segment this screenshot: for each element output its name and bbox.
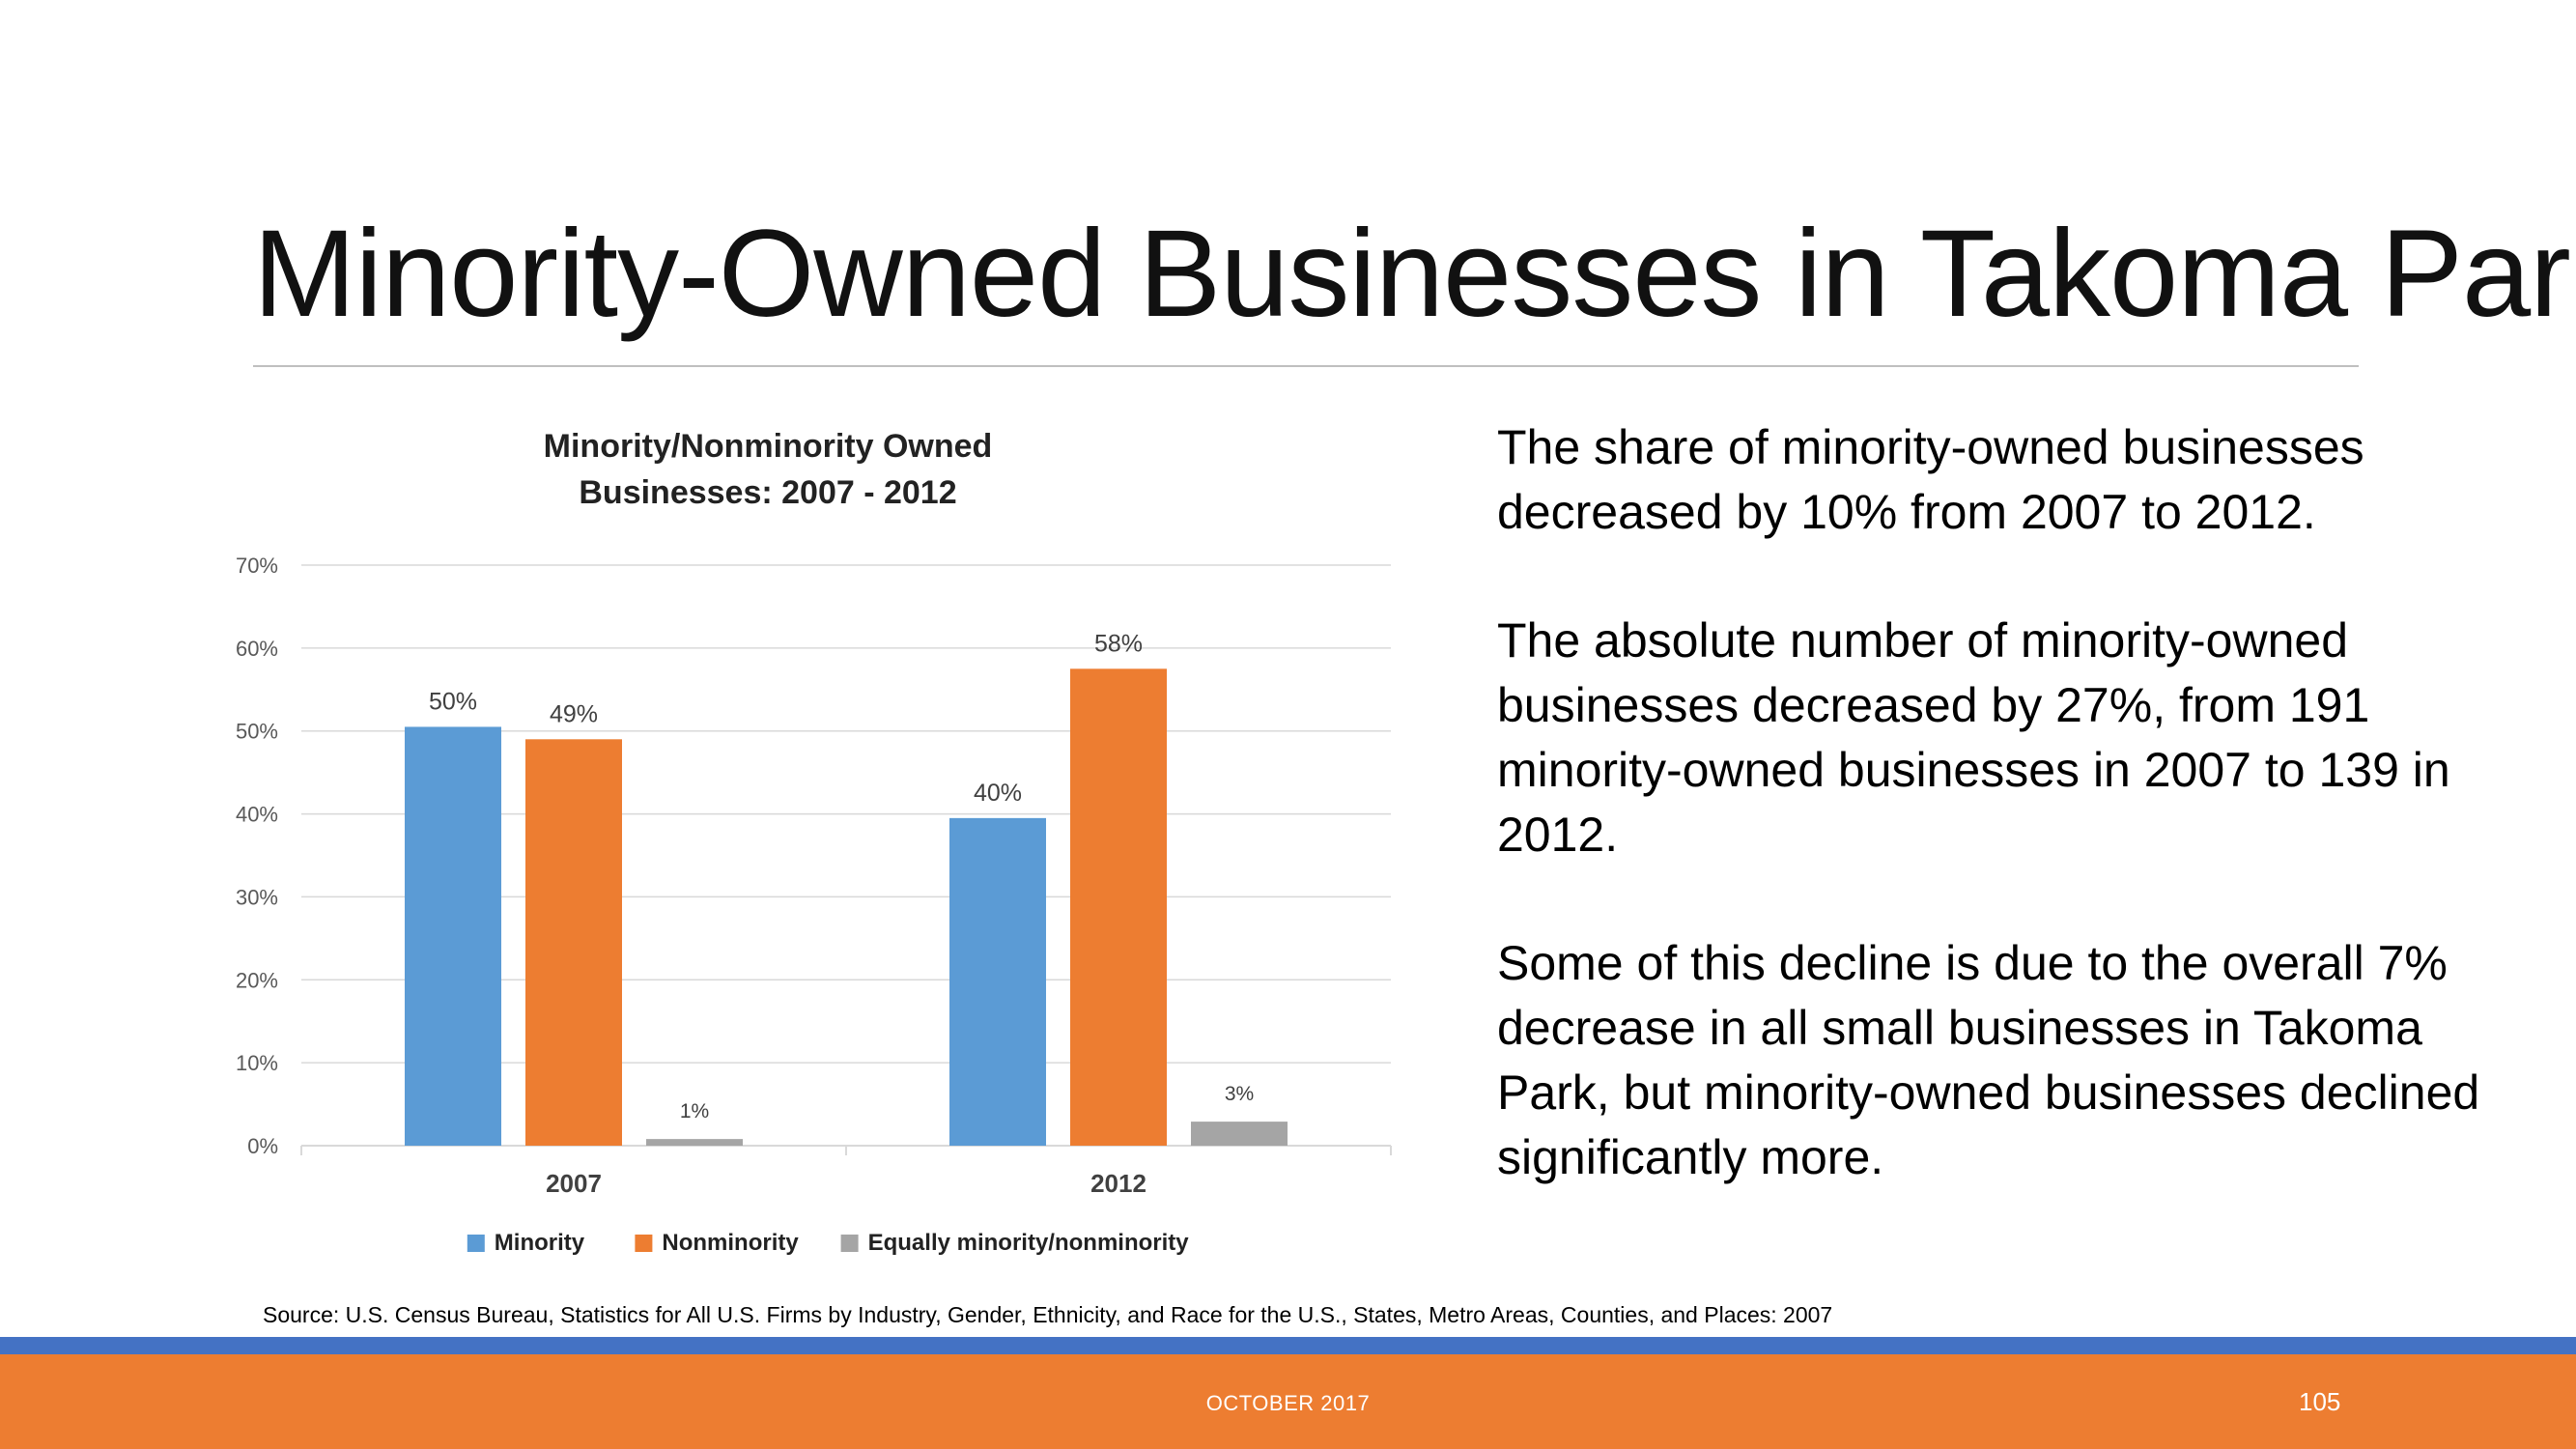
chart-bars [405, 668, 1288, 1146]
data-label-minority-2012: 40% [974, 780, 1022, 807]
x-axis-category-labels: 2007 2012 [546, 1169, 1146, 1198]
data-label-nonminority-2012: 58% [1094, 630, 1143, 657]
y-tick-label-0: 0% [247, 1134, 278, 1158]
bar-minority-2007 [405, 726, 501, 1146]
paragraph-overall-decline: Some of this decline is due to the overa… [1497, 936, 2480, 1184]
chart-legend: Minority Nonminority Equally minority/nonm… [467, 1230, 1189, 1256]
y-tick-label-10: 10% [236, 1051, 278, 1075]
bar-chart: Minority/Nonminority Owned Businesses: 2… [236, 428, 1392, 1256]
data-label-equally-minority-nonminority-2012: 3% [1225, 1083, 1254, 1105]
paragraph-share-decrease: The share of minority-owned businesses d… [1497, 420, 2364, 539]
y-tick-label-20: 20% [236, 968, 278, 992]
data-label-nonminority-2007: 49% [550, 700, 598, 727]
body-text: The share of minority-owned businesses d… [1497, 415, 2540, 1254]
y-tick-label-70: 70% [236, 554, 278, 578]
data-label-equally-minority-nonminority-2007: 1% [680, 1100, 709, 1122]
footer-orange-band [0, 1354, 2576, 1449]
bar-equally-minority-nonminority-2012 [1191, 1122, 1288, 1146]
bar-minority-2012 [949, 817, 1046, 1146]
y-tick-label-40: 40% [236, 803, 278, 827]
chart-data-labels: 50% 49% 1% 40% 58% 3% [429, 630, 1254, 1122]
data-label-minority-2007: 50% [429, 688, 477, 715]
chart-title-line-1: Minority/Nonminority Owned [544, 428, 993, 465]
category-label-2012: 2012 [1090, 1169, 1146, 1198]
category-label-2007: 2007 [546, 1169, 602, 1198]
source-note: Source: U.S. Census Bureau, Statistics f… [263, 1302, 1833, 1327]
footer-blue-band [0, 1337, 2576, 1354]
legend-swatch-minority [467, 1235, 485, 1252]
x-axis [300, 1145, 1392, 1155]
bar-nonminority-2007 [525, 739, 622, 1146]
chart-title: Minority/Nonminority Owned Businesses: 2… [544, 428, 993, 511]
legend-label-minority: Minority [495, 1230, 585, 1256]
bar-nonminority-2012 [1070, 668, 1167, 1146]
paragraph-absolute-decrease: The absolute number of minority-owned bu… [1497, 613, 2450, 862]
legend-swatch-nonminority [635, 1235, 653, 1252]
legend-swatch-equally-minority-nonminority [840, 1235, 859, 1252]
y-axis-tick-labels: 0% 10% 20% 30% 40% 50% 60% 70% [236, 554, 278, 1158]
footer-date: OCTOBER 2017 [1205, 1391, 1371, 1415]
title-divider [253, 365, 2359, 367]
bar-equally-minority-nonminority-2007 [646, 1139, 743, 1146]
page-number: 105 [2299, 1387, 2341, 1416]
slide-title: Minority-Owned Businesses in Takoma Park [253, 205, 2576, 343]
y-tick-label-60: 60% [236, 637, 278, 661]
y-tick-label-50: 50% [236, 720, 278, 744]
legend-label-nonminority: Nonminority [662, 1230, 799, 1256]
legend-label-equally-minority-nonminority: Equally minority/nonminority [868, 1230, 1190, 1256]
chart-title-line-2: Businesses: 2007 - 2012 [579, 474, 956, 511]
y-tick-label-30: 30% [236, 885, 278, 909]
